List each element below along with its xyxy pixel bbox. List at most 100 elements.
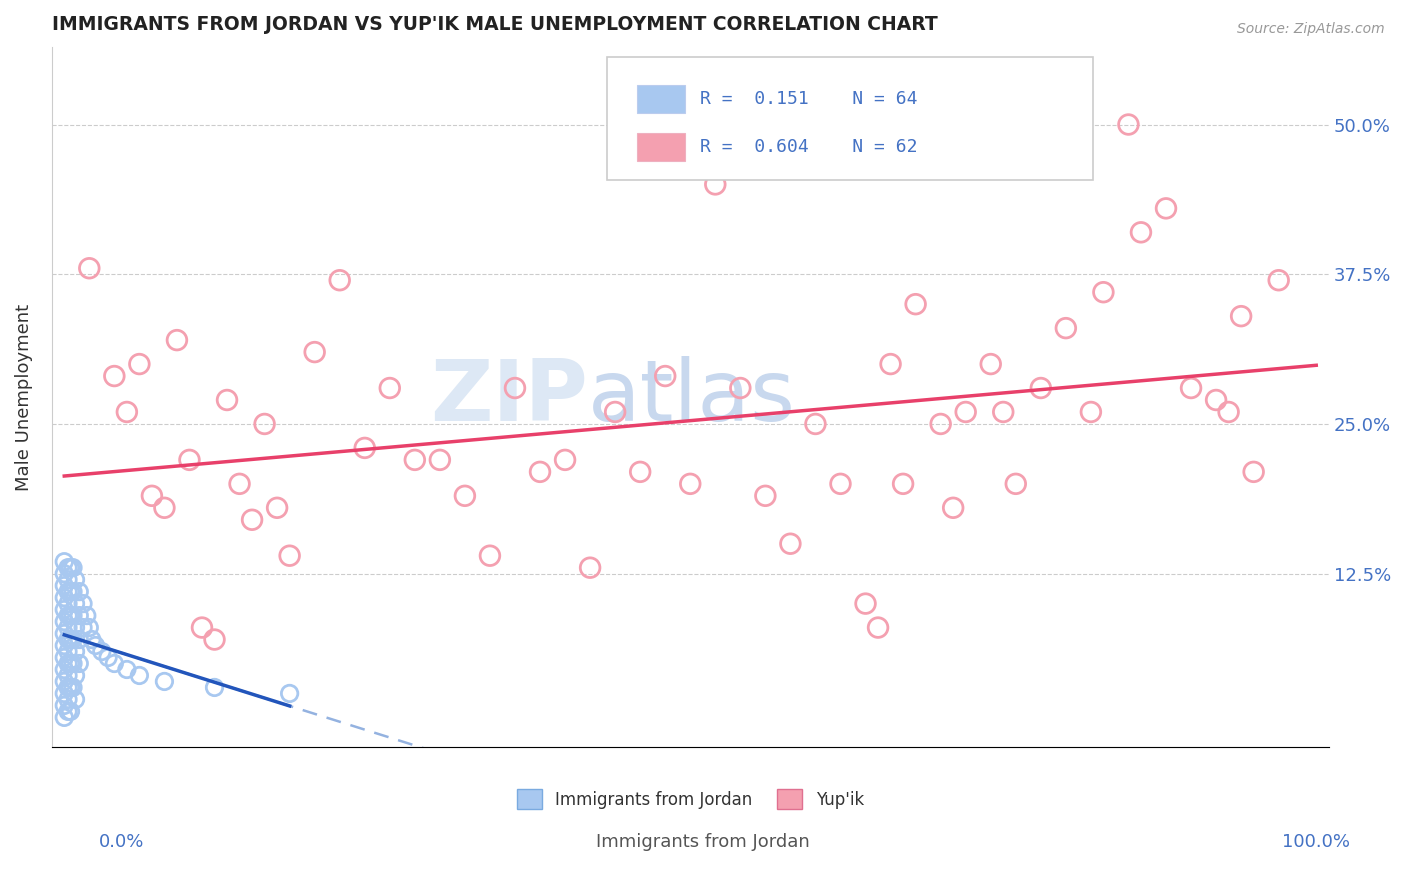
Point: [891, 476, 914, 491]
Point: [59, 560, 82, 574]
Text: Immigrants from Jordan: Immigrants from Jordan: [596, 833, 810, 851]
Point: [62, 632, 84, 647]
Point: [554, 453, 576, 467]
Point: [56, 597, 79, 611]
Point: [59, 608, 82, 623]
Point: [929, 417, 952, 431]
Point: [59, 705, 82, 719]
Point: [478, 549, 501, 563]
Text: Source: ZipAtlas.com: Source: ZipAtlas.com: [1237, 22, 1385, 37]
Point: [56, 644, 79, 658]
Point: [529, 465, 551, 479]
Point: [67, 632, 90, 647]
Point: [378, 381, 401, 395]
Point: [1129, 225, 1152, 239]
Point: [62, 608, 84, 623]
Point: [65, 597, 87, 611]
Point: [1092, 285, 1115, 300]
Point: [53, 686, 76, 700]
Point: [904, 297, 927, 311]
Point: [97, 650, 120, 665]
Point: [59, 632, 82, 647]
Point: [278, 686, 301, 700]
Point: [56, 668, 79, 682]
Point: [1118, 118, 1140, 132]
Point: [855, 597, 877, 611]
Point: [830, 476, 852, 491]
Point: [153, 674, 176, 689]
Point: [980, 357, 1002, 371]
Point: [1154, 202, 1177, 216]
Point: [253, 417, 276, 431]
Point: [84, 639, 107, 653]
Point: [62, 657, 84, 671]
Point: [879, 357, 901, 371]
Text: R =  0.151    N = 64: R = 0.151 N = 64: [700, 90, 918, 108]
Point: [654, 369, 676, 384]
Point: [53, 674, 76, 689]
Point: [115, 663, 138, 677]
Point: [65, 692, 87, 706]
Point: [454, 489, 477, 503]
Point: [56, 560, 79, 574]
Point: [56, 632, 79, 647]
Point: [53, 615, 76, 629]
Point: [65, 668, 87, 682]
Point: [191, 621, 214, 635]
Point: [955, 405, 977, 419]
Y-axis label: Male Unemployment: Male Unemployment: [15, 303, 32, 491]
Point: [56, 608, 79, 623]
Point: [59, 584, 82, 599]
FancyBboxPatch shape: [637, 86, 685, 113]
Point: [304, 345, 326, 359]
Point: [1205, 392, 1227, 407]
Point: [115, 405, 138, 419]
Legend: Immigrants from Jordan, Yup'ik: Immigrants from Jordan, Yup'ik: [510, 782, 870, 816]
Point: [72, 621, 94, 635]
Point: [59, 681, 82, 695]
Point: [65, 621, 87, 635]
Point: [166, 333, 188, 347]
Point: [128, 357, 150, 371]
Point: [56, 584, 79, 599]
Point: [266, 500, 288, 515]
Text: 0.0%: 0.0%: [98, 833, 143, 851]
Point: [1029, 381, 1052, 395]
Text: ZIP: ZIP: [430, 356, 588, 439]
Point: [80, 632, 103, 647]
Point: [56, 573, 79, 587]
Point: [128, 668, 150, 682]
Point: [215, 392, 238, 407]
Point: [1218, 405, 1240, 419]
Point: [628, 465, 651, 479]
Point: [53, 579, 76, 593]
Point: [53, 566, 76, 581]
Point: [56, 681, 79, 695]
Point: [228, 476, 250, 491]
Point: [67, 657, 90, 671]
Point: [56, 692, 79, 706]
Point: [65, 644, 87, 658]
Point: [779, 537, 801, 551]
Point: [240, 513, 263, 527]
FancyBboxPatch shape: [607, 57, 1092, 180]
Point: [503, 381, 526, 395]
Point: [1180, 381, 1202, 395]
Point: [67, 608, 90, 623]
Point: [67, 584, 90, 599]
Point: [579, 560, 602, 574]
Point: [204, 681, 226, 695]
Point: [993, 405, 1015, 419]
Point: [868, 621, 890, 635]
Point: [56, 657, 79, 671]
Point: [754, 489, 776, 503]
Point: [62, 681, 84, 695]
Point: [329, 273, 352, 287]
Point: [53, 626, 76, 640]
Point: [103, 657, 125, 671]
Point: [62, 560, 84, 574]
Point: [56, 621, 79, 635]
Point: [1004, 476, 1026, 491]
Point: [730, 381, 752, 395]
Text: IMMIGRANTS FROM JORDAN VS YUP'IK MALE UNEMPLOYMENT CORRELATION CHART: IMMIGRANTS FROM JORDAN VS YUP'IK MALE UN…: [52, 15, 938, 34]
